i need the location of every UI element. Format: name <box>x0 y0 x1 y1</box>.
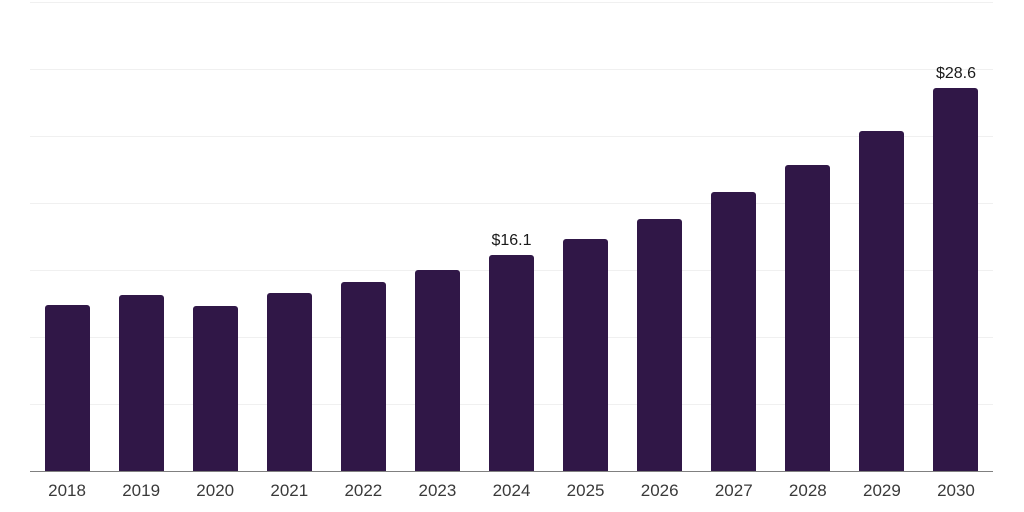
x-tick-label-2020: 2020 <box>196 481 235 500</box>
x-tick-label-2029: 2029 <box>862 481 901 500</box>
bar-2022 <box>340 282 386 471</box>
bar-2027 <box>711 192 757 471</box>
bar-2023 <box>414 270 460 471</box>
bar-slot-2019 <box>104 2 178 471</box>
bars-container: $16.1 $28.6 <box>30 2 993 471</box>
bar-2025 <box>563 239 609 471</box>
bar-slot-2025 <box>549 2 623 471</box>
x-tick-label-2023: 2023 <box>418 481 457 500</box>
bar-2028 <box>785 165 831 471</box>
x-tick-label-2021: 2021 <box>270 481 309 500</box>
x-tick-label-2024: 2024 <box>492 481 531 500</box>
bar-slot-2021 <box>252 2 326 471</box>
x-axis: 2018 2019 2020 2021 2022 2023 2024 2025 2026 2027… <box>30 480 993 502</box>
bar-2029 <box>859 130 905 471</box>
bar-slot-2029 <box>845 2 919 471</box>
bar-slot-2028 <box>771 2 845 471</box>
bar-slot-2020 <box>178 2 252 471</box>
x-tick-label-2019: 2019 <box>122 481 161 500</box>
bar-value-label-2030: $28.6 <box>935 64 976 82</box>
bar-slot-2027 <box>697 2 771 471</box>
bar-slot-2018 <box>30 2 104 471</box>
bar-2026 <box>637 219 683 471</box>
bar-slot-2023 <box>400 2 474 471</box>
x-tick-label-2022: 2022 <box>344 481 383 500</box>
bar-slot-2024: $16.1 <box>474 2 548 471</box>
plot-area: $16.1 $28.6 <box>30 2 993 472</box>
bar-slot-2030: $28.6 <box>919 2 993 471</box>
bar-value-label-2024: $16.1 <box>491 232 532 250</box>
x-tick-label-2027: 2027 <box>714 481 753 500</box>
bar-2021 <box>266 292 312 471</box>
bar-slot-2026 <box>623 2 697 471</box>
bar-2019 <box>118 295 164 471</box>
x-tick-label-2026: 2026 <box>640 481 679 500</box>
bar-2018 <box>44 304 90 471</box>
bar-2020 <box>192 306 238 471</box>
x-tick-label-2030: 2030 <box>937 481 975 500</box>
bar-slot-2022 <box>326 2 400 471</box>
bar-2024 <box>489 255 534 471</box>
x-tick-label-2025: 2025 <box>566 481 605 500</box>
x-tick-label-2028: 2028 <box>788 481 827 500</box>
bar-2030 <box>933 87 979 471</box>
x-tick-label-2018: 2018 <box>48 481 86 500</box>
